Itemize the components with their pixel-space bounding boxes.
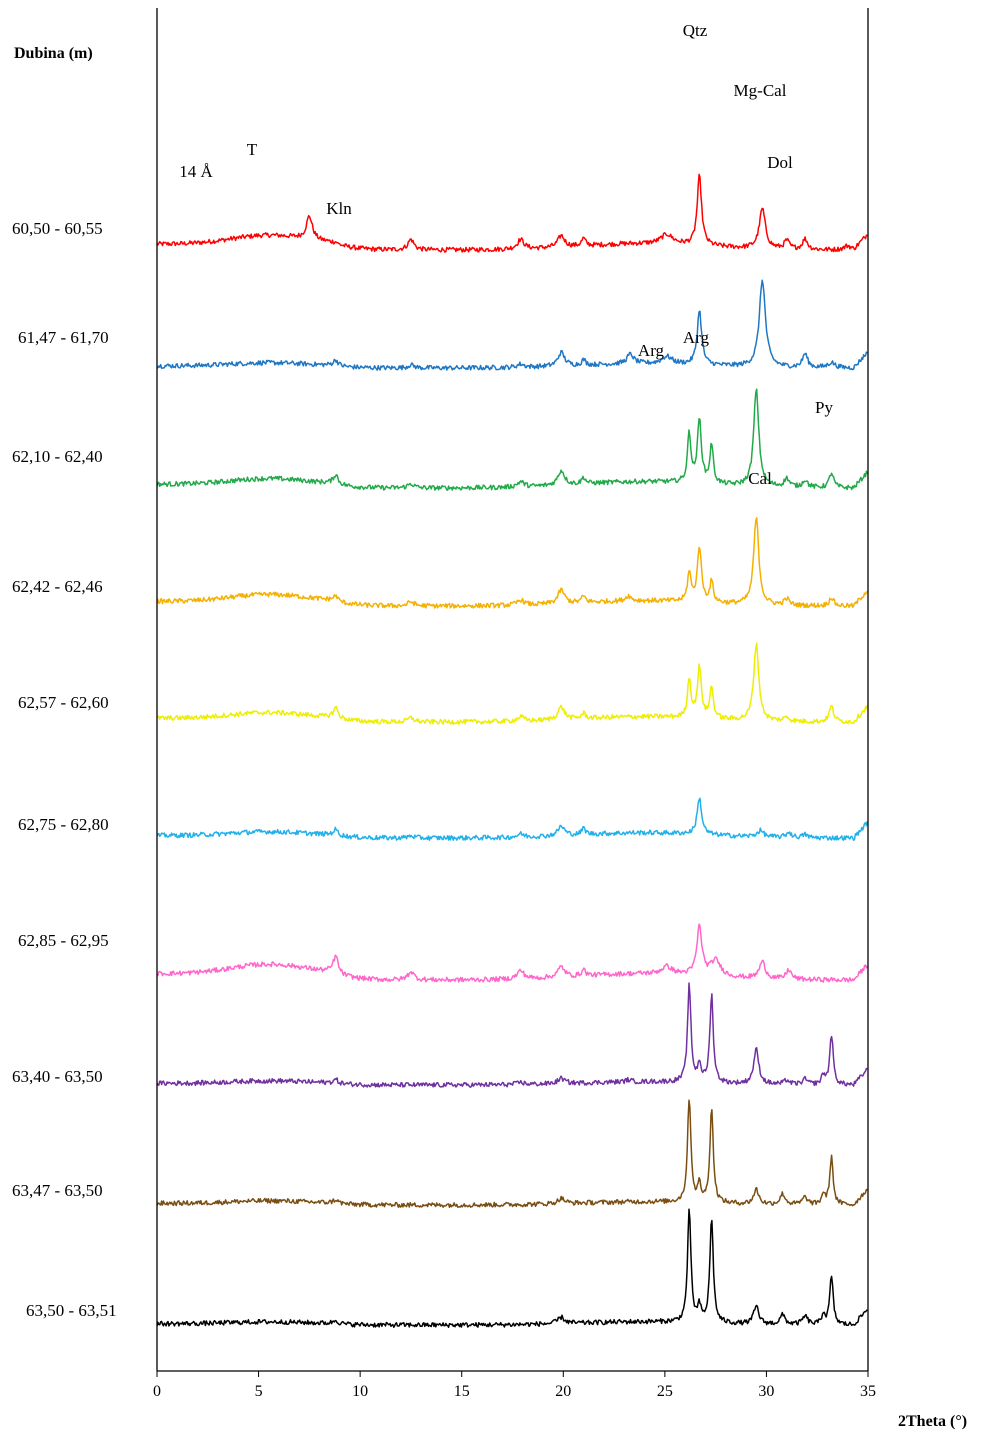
series-line: [156, 173, 868, 253]
x-tick-label: 35: [860, 1383, 876, 1400]
x-tick-label: 25: [657, 1383, 673, 1400]
depth-label: 61,47 - 61,70: [18, 328, 109, 347]
x-tick-label: 30: [758, 1383, 774, 1400]
x-tick-label: 10: [352, 1383, 368, 1400]
series-line: [156, 982, 868, 1088]
series-line: [156, 1099, 868, 1209]
series-line: [156, 642, 869, 725]
peak-annotation: Qtz: [683, 21, 708, 40]
peak-annotation: Py: [815, 398, 833, 417]
series-line: [156, 279, 868, 371]
peak-annotation: Dol: [767, 153, 793, 172]
series-line: [156, 517, 868, 609]
y-axis-title: Dubina (m): [14, 45, 93, 62]
series-line: [156, 797, 869, 841]
diffraction-traces: [156, 173, 869, 1328]
peak-annotation: Arg: [638, 341, 665, 360]
series-line: [156, 1208, 868, 1328]
series-line: [156, 923, 868, 983]
depth-label: 62,42 - 62,46: [12, 577, 103, 596]
peak-annotation: Cal: [748, 469, 772, 488]
depth-label: 62,57 - 62,60: [18, 693, 109, 712]
x-tick-label: 0: [153, 1383, 161, 1400]
x-axis-title: 2Theta (°): [898, 1413, 967, 1430]
x-ticks: 0 5 10 15 20 25 30 35: [153, 1371, 876, 1400]
x-tick-label: 20: [555, 1383, 571, 1400]
depth-label: 60,50 - 60,55: [12, 219, 103, 238]
depth-label: 62,75 - 62,80: [18, 815, 109, 834]
x-tick-label: 5: [255, 1383, 263, 1400]
axes: [156, 8, 869, 1372]
series-line: [156, 388, 869, 491]
peak-annotation: Mg-Cal: [734, 81, 787, 100]
depth-label: 63,50 - 63,51: [26, 1301, 117, 1320]
peak-annotation: T: [247, 140, 258, 159]
peak-annotation: Kln: [326, 199, 352, 218]
depth-label: 62,10 - 62,40: [12, 447, 103, 466]
peak-annotation: 14 Å: [179, 162, 213, 181]
depth-label: 62,85 - 62,95: [18, 931, 109, 950]
peak-annotations: Qtz Mg-Cal Dol 14 Å T Kln Arg Arg Py Cal: [179, 21, 833, 488]
depth-label: 63,40 - 63,50: [12, 1067, 103, 1086]
peak-annotation: Arg: [683, 328, 710, 347]
depth-label: 63,47 - 63,50: [12, 1181, 103, 1200]
x-tick-label: 15: [454, 1383, 470, 1400]
depth-labels: 60,50 - 60,55 61,47 - 61,70 62,10 - 62,40 6…: [12, 219, 117, 1320]
